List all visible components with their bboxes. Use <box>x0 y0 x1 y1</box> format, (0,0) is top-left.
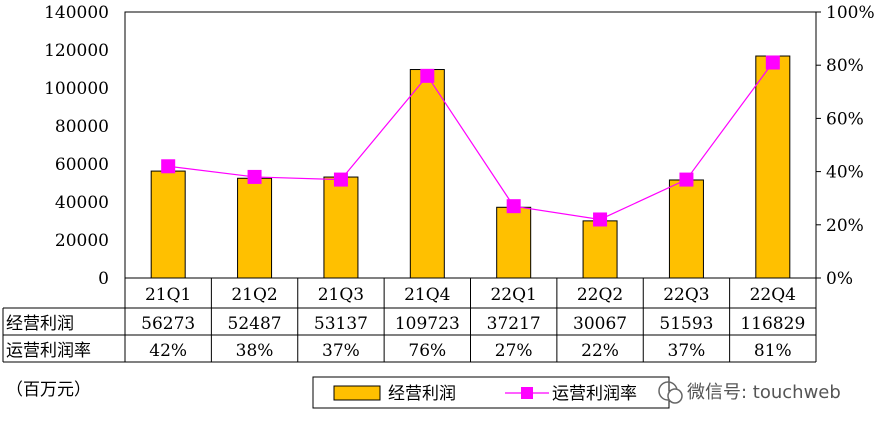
table-cell: 52487 <box>228 314 282 334</box>
table-cell: 76% <box>408 341 446 361</box>
right-tick-label: 0% <box>826 269 853 289</box>
left-axis-ticks: 0 20000 40000 60000 80000 100000 120000 140000 <box>44 3 109 289</box>
table-cell: 53137 <box>314 314 368 334</box>
marker-21Q2 <box>247 169 262 184</box>
unit-label: （百万元） <box>6 380 91 400</box>
left-tick-label: 100000 <box>44 79 109 99</box>
category-label: 22Q2 <box>577 285 623 305</box>
table-cell: 37217 <box>487 314 541 334</box>
right-tick-label: 100% <box>826 3 875 23</box>
legend-marker-swatch <box>521 387 533 399</box>
right-tick-label: 80% <box>826 56 864 76</box>
bar-series <box>150 55 791 279</box>
right-tick-label: 20% <box>826 216 864 236</box>
chart-axes <box>2 11 817 363</box>
marker-21Q1 <box>161 159 176 174</box>
table-cell: 37% <box>322 341 360 361</box>
bar-21Q1 <box>150 170 186 279</box>
left-tick-label: 80000 <box>55 117 109 137</box>
data-table: 21Q1 21Q2 21Q3 21Q4 22Q1 22Q2 22Q3 22Q4 经营利润 5627… <box>6 285 805 361</box>
bar-21Q4 <box>409 69 445 279</box>
margin-line <box>168 62 774 221</box>
left-tick-label: 20000 <box>55 231 109 251</box>
right-tick-label: 40% <box>826 163 864 183</box>
right-tick-label: 60% <box>826 109 864 129</box>
left-tick-label: 140000 <box>44 3 109 23</box>
marker-22Q1 <box>506 199 521 214</box>
table-cell: 38% <box>236 341 274 361</box>
table-cell: 51593 <box>659 314 713 334</box>
bar-22Q2 <box>582 220 618 279</box>
left-tick-label: 120000 <box>44 41 109 61</box>
category-label: 22Q1 <box>490 285 536 305</box>
left-tick-label: 40000 <box>55 193 109 213</box>
marker-21Q3 <box>333 172 348 187</box>
table-cell: 30067 <box>573 314 627 334</box>
bar-22Q1 <box>496 206 532 279</box>
marker-22Q3 <box>679 172 694 187</box>
table-cell: 81% <box>754 341 792 361</box>
table-row-label: 运营利润率 <box>6 341 91 361</box>
category-label: 22Q3 <box>663 285 709 305</box>
bar-22Q4 <box>755 55 791 279</box>
table-cell: 37% <box>668 341 706 361</box>
bar-21Q2 <box>237 177 273 279</box>
left-tick-label: 0 <box>98 269 109 289</box>
left-tick-label: 60000 <box>55 155 109 175</box>
category-label: 21Q1 <box>145 285 191 305</box>
line-series <box>161 55 780 227</box>
category-label: 21Q2 <box>231 285 277 305</box>
watermark-text: 微信号: touchweb <box>687 382 841 403</box>
legend: 经营利润 运营利润率 <box>312 376 670 409</box>
legend-entry-bar: 经营利润 <box>388 384 456 404</box>
table-cell: 42% <box>149 341 187 361</box>
right-axis-ticks: 0% 20% 40% 60% 80% 100% <box>816 3 875 289</box>
category-label: 21Q3 <box>318 285 364 305</box>
legend-entry-line: 运营利润率 <box>552 384 637 404</box>
category-label: 21Q4 <box>404 285 450 305</box>
table-row-label: 经营利润 <box>6 314 74 334</box>
legend-bar-swatch <box>333 385 381 401</box>
marker-21Q4 <box>420 68 435 83</box>
table-cell: 116829 <box>740 314 805 334</box>
bar-21Q3 <box>323 176 359 279</box>
marker-22Q2 <box>593 212 608 227</box>
table-cell: 56273 <box>141 314 195 334</box>
table-cell: 27% <box>495 341 533 361</box>
table-cell: 22% <box>581 341 619 361</box>
bar-22Q3 <box>668 179 704 279</box>
marker-22Q4 <box>765 55 780 70</box>
table-cell: 109723 <box>395 314 460 334</box>
category-label: 22Q4 <box>750 285 796 305</box>
watermark: 微信号: touchweb <box>658 381 841 404</box>
